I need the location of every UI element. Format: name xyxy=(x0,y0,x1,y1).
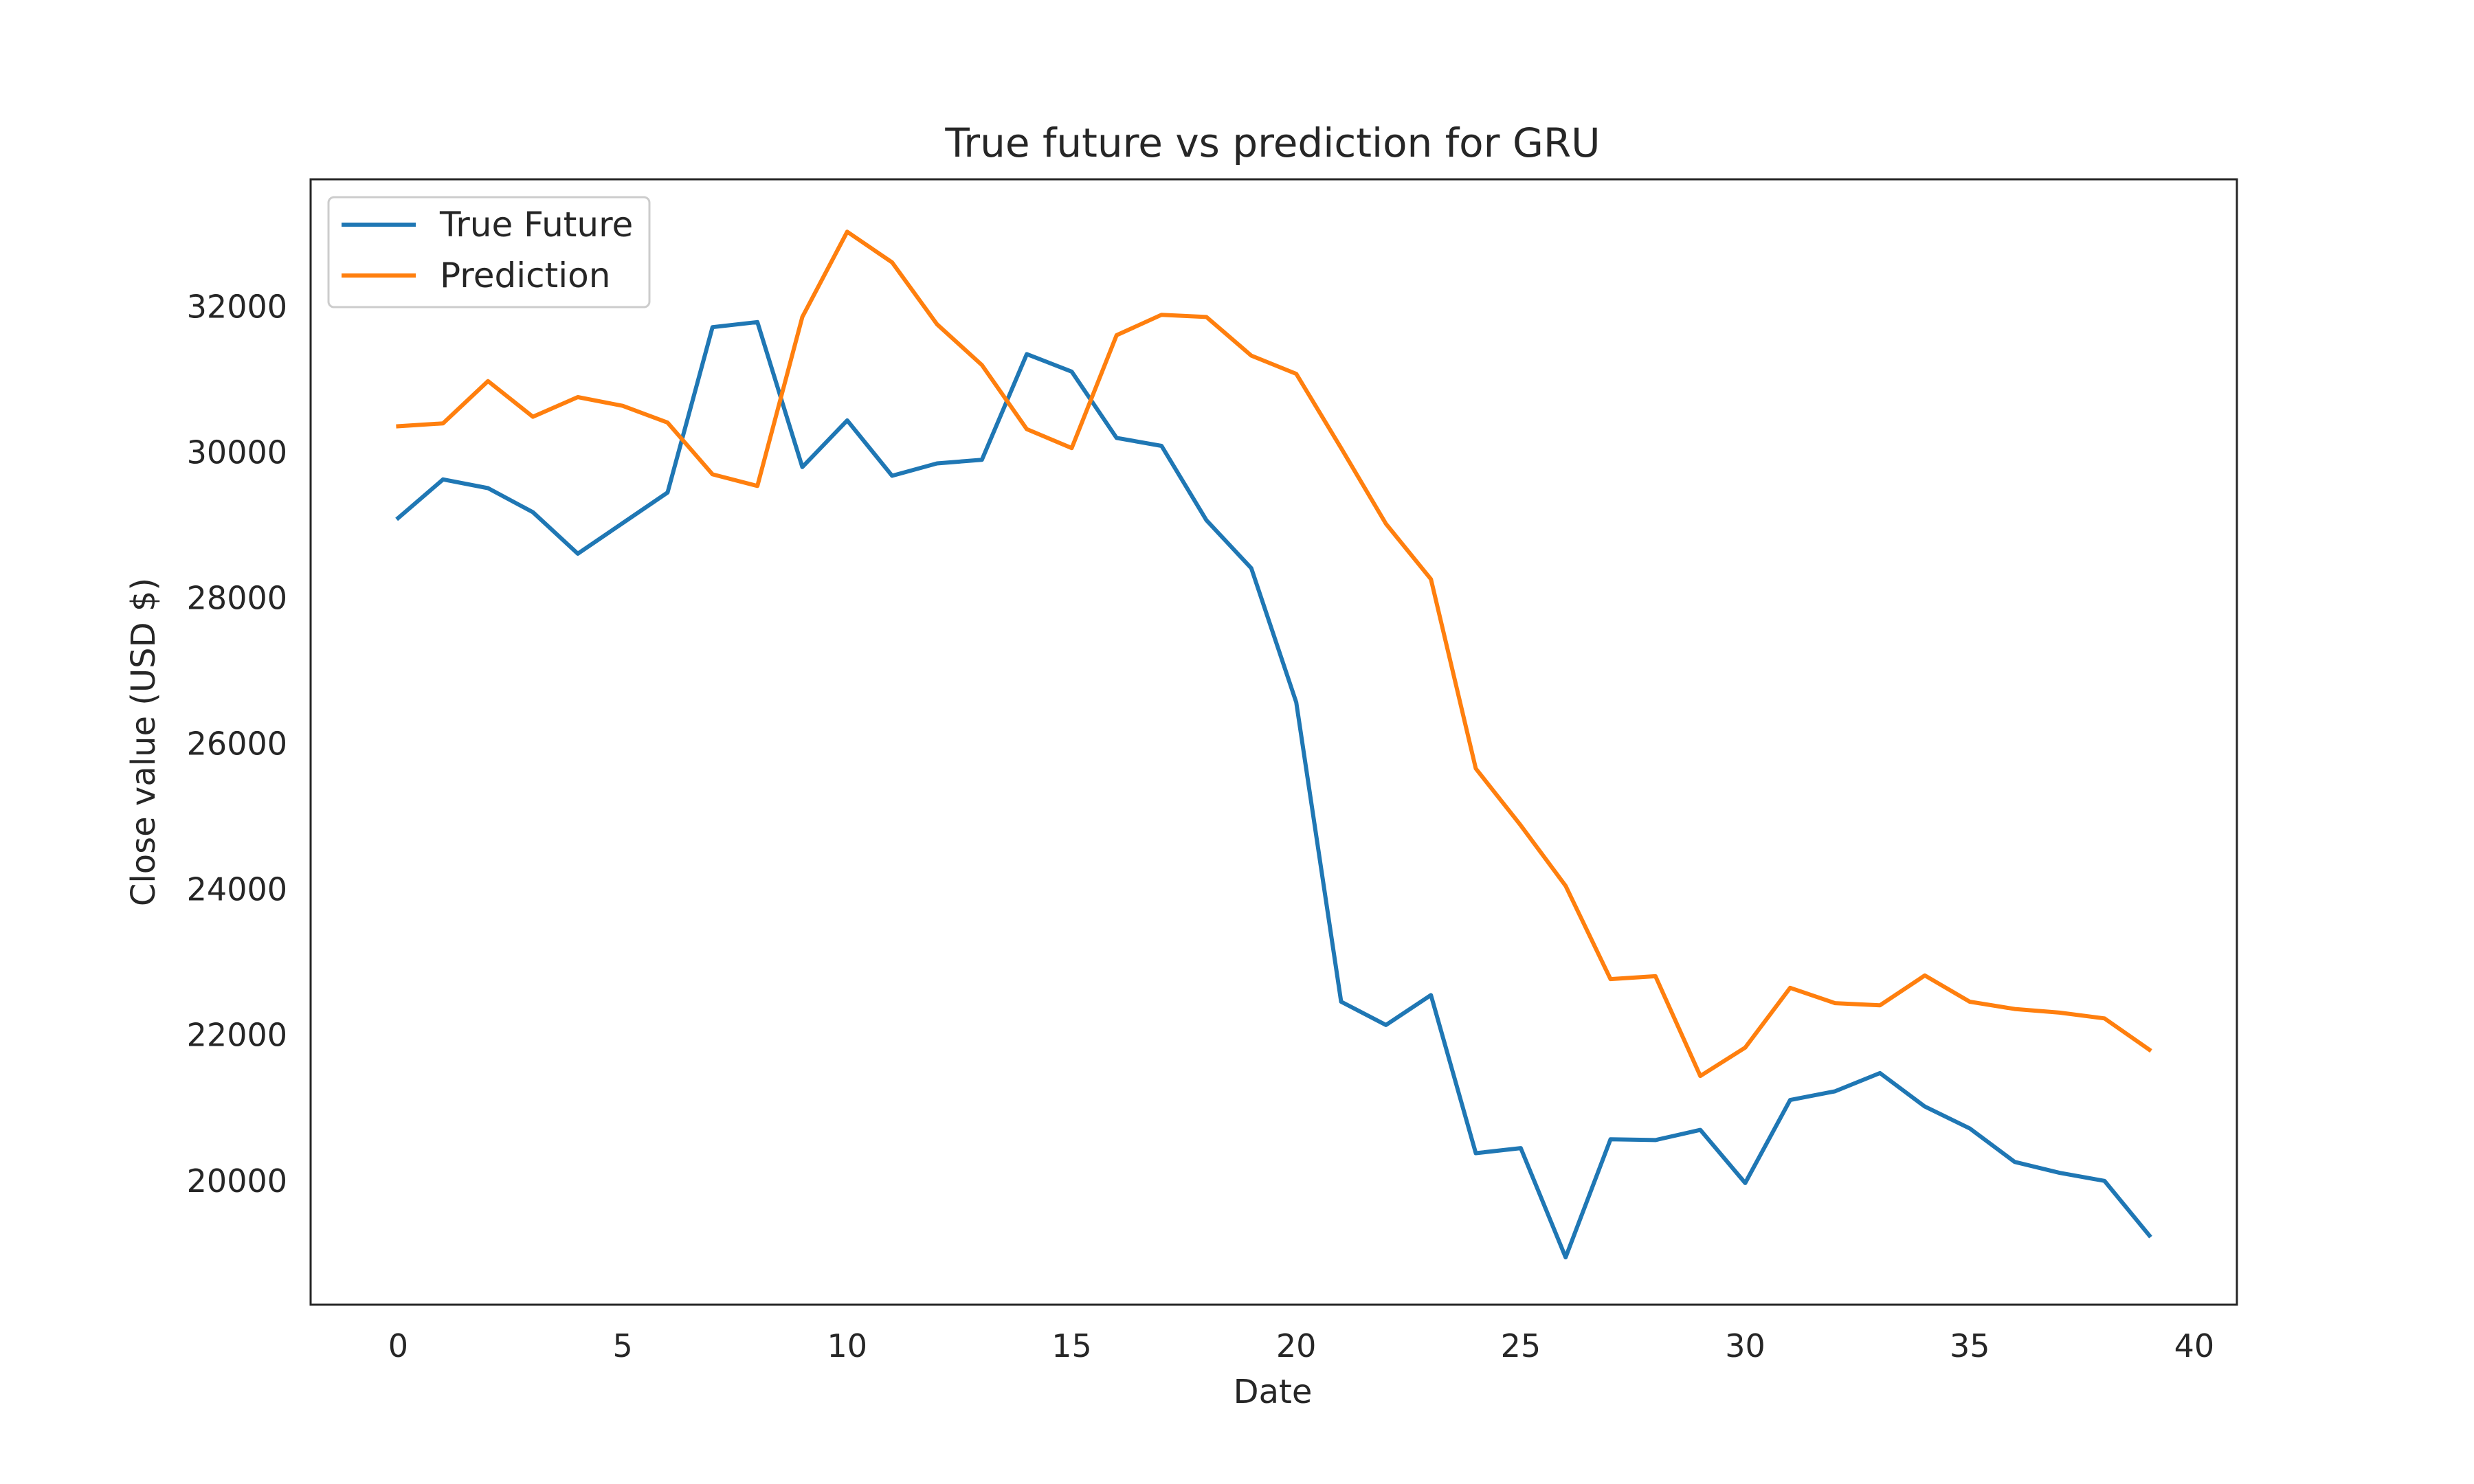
y-tick-label: 32000 xyxy=(187,289,287,326)
y-tick-label: 28000 xyxy=(187,580,287,617)
y-axis: 20000 22000 24000 26000 28000 30000 32000 xyxy=(187,289,287,1200)
y-tick-label: 30000 xyxy=(187,434,287,471)
legend-label-true-future: True Future xyxy=(439,205,633,245)
x-tick-label: 10 xyxy=(827,1327,868,1364)
chart-title: True future vs prediction for GRU xyxy=(944,120,1600,166)
plot-frame xyxy=(309,178,2238,1306)
x-axis-label: Date xyxy=(1234,1373,1313,1411)
series-line-true-future xyxy=(395,319,2152,1260)
y-tick-label: 22000 xyxy=(187,1017,287,1054)
legend-label-prediction: Prediction xyxy=(440,256,610,295)
x-tick-label: 25 xyxy=(1501,1327,1541,1364)
series-line-prediction xyxy=(396,229,2152,1079)
x-tick-label: 20 xyxy=(1276,1327,1317,1364)
x-tick-label: 0 xyxy=(388,1327,408,1364)
x-tick-label: 5 xyxy=(612,1327,632,1364)
y-tick-label: 20000 xyxy=(187,1162,287,1200)
x-tick-label: 40 xyxy=(2174,1327,2215,1364)
x-axis: 0 5 10 15 20 25 30 35 40 xyxy=(388,1327,2214,1364)
x-tick-label: 30 xyxy=(1725,1327,1765,1364)
x-tick-label: 35 xyxy=(1950,1327,1990,1364)
legend: True Future Prediction xyxy=(327,196,651,308)
x-tick-label: 15 xyxy=(1051,1327,1092,1364)
plot-area xyxy=(309,178,2238,1306)
y-axis-label: Close value (USD $) xyxy=(124,578,163,906)
y-tick-label: 24000 xyxy=(187,871,287,908)
y-tick-label: 26000 xyxy=(187,726,287,763)
